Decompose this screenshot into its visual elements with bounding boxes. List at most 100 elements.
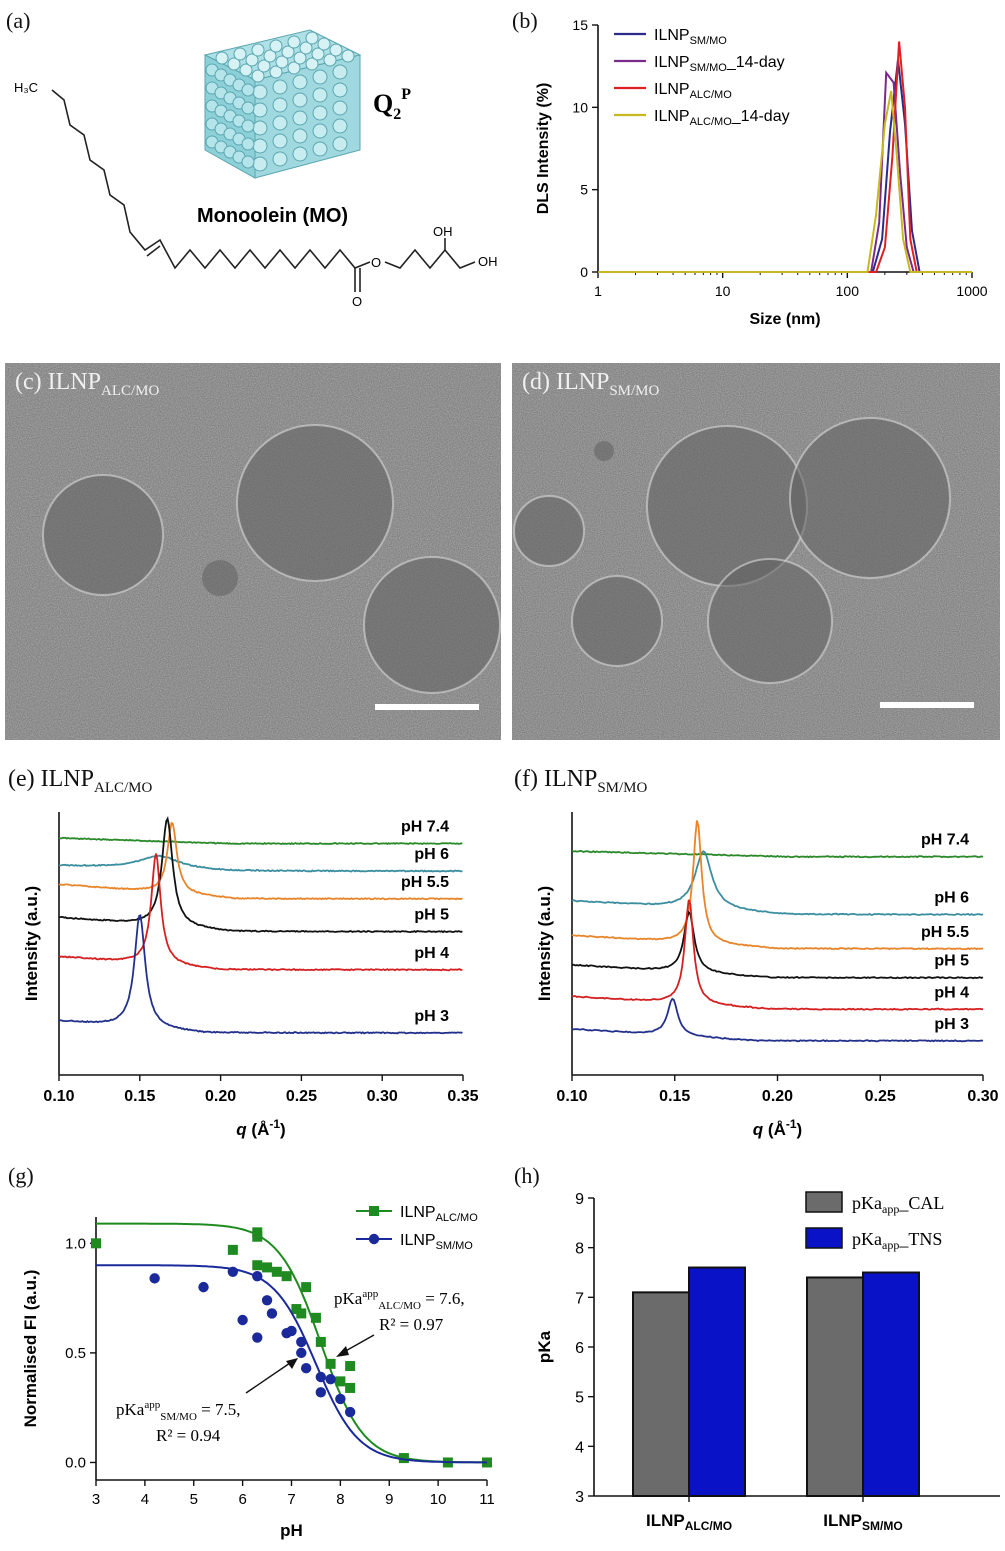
y-tick-label: 15 — [572, 17, 588, 33]
data-point-1-12 — [300, 1363, 312, 1374]
cube-dot — [269, 65, 283, 79]
data-point-0-7 — [281, 1271, 292, 1282]
series-label-1: pH 6 — [934, 890, 969, 907]
data-point-0-15 — [345, 1382, 356, 1393]
data-point-1-14 — [315, 1387, 327, 1398]
y-tick-label: 8 — [575, 1241, 584, 1258]
y-tick-label: 4 — [575, 1439, 584, 1456]
cubic-phase-illustration — [203, 29, 362, 179]
data-point-0-9 — [296, 1308, 307, 1319]
fit-curve-0 — [96, 1222, 487, 1464]
data-point-1-6 — [261, 1295, 273, 1306]
cube-dot — [292, 110, 308, 126]
arrow-sm-head — [286, 1358, 298, 1369]
chart-b-dls: 0 5 10 15 1 10 100 1000 Size (nm) DLS Intensity (… — [535, 17, 988, 328]
legend-marker-1 — [368, 1233, 380, 1245]
cube-dot — [241, 101, 255, 115]
cryo-em-image-d: (d) ILNPSM/MO — [512, 363, 1000, 740]
cube-dot — [287, 35, 301, 49]
data-point-1-15 — [325, 1373, 336, 1385]
annotation-alc-r2: R² = 0.97 — [379, 1315, 444, 1334]
cube-dot — [233, 47, 247, 61]
cube-dot — [332, 118, 348, 134]
panel-h-label: (h) — [514, 1163, 540, 1188]
legend-sub: SM/MO — [436, 1240, 474, 1252]
arrow-alc-line — [341, 1334, 375, 1354]
x-tick-label: 0.30 — [367, 1088, 398, 1105]
series-line-3 — [598, 90, 972, 273]
x-tick-label: 4 — [141, 1491, 149, 1508]
x-tick-label: 3 — [92, 1491, 100, 1508]
legend-suffix: _14-day — [731, 108, 790, 125]
series-label-4: pH 4 — [934, 984, 969, 1001]
panel-e-title: (e) ILNPALC/MO — [8, 766, 152, 797]
ann1-val: = 7.6, — [421, 1289, 465, 1308]
data-point-1-1 — [198, 1281, 209, 1293]
series-label-5: pH 3 — [934, 1016, 969, 1033]
cube-dot — [269, 39, 283, 53]
y-axis-title: pKa — [535, 1330, 554, 1363]
cube-dot — [312, 87, 328, 103]
data-point-1-9 — [286, 1325, 297, 1337]
data-point-1-2 — [227, 1266, 239, 1277]
cube-dot — [272, 133, 288, 149]
panel-d-title-main: ILNP — [555, 369, 610, 395]
chart-f-saxs: 0.10 0.15 0.20 0.25 0.30 q (Å-1) Intensity (a.… — [535, 812, 999, 1139]
legend-sub: ALC/MO — [690, 89, 733, 101]
panel-e-title-main: ILNP — [40, 766, 94, 792]
arrow-sm-line — [245, 1362, 291, 1394]
cube-dot — [293, 51, 307, 65]
legend-swatch-1 — [805, 1227, 843, 1249]
legend-name: ILNP — [400, 1232, 436, 1249]
series-line-2 — [571, 820, 983, 951]
x-tick-label: 6 — [238, 1491, 246, 1508]
data-point-0-1 — [227, 1244, 238, 1255]
series-label-0: pH 7.4 — [401, 819, 449, 836]
panel-e-title-sub: ALC/MO — [93, 779, 153, 796]
cube-dot — [323, 53, 337, 67]
cube-dot — [272, 151, 288, 167]
y-axis-title: DLS Intensity (%) — [535, 83, 552, 215]
svg-text:Q2P: Q2P — [373, 86, 411, 123]
bar-0-1 — [688, 1266, 746, 1497]
category-main: ILNP — [646, 1511, 685, 1530]
annotation-sm-r2: R² = 0.94 — [156, 1426, 221, 1445]
data-point-0-3 — [252, 1231, 263, 1242]
phase-sub: 2 — [393, 106, 401, 123]
ann1-sub: ALC/MO — [378, 1300, 421, 1312]
data-point-0-13 — [325, 1358, 336, 1369]
cube-dot — [299, 41, 313, 55]
x-tick-label: 0.10 — [43, 1088, 74, 1105]
legend-sub: ALC/MO — [436, 1212, 479, 1224]
series-line-4 — [58, 853, 463, 972]
cryo-em-image-c: (c) ILNPALC/MO — [5, 363, 501, 740]
cube-dot — [311, 47, 325, 61]
cube-dot — [251, 43, 265, 57]
series-label-3: pH 5 — [414, 907, 449, 924]
x-tick-label: 10 — [430, 1491, 447, 1508]
cube-dot — [281, 45, 295, 59]
y-tick-label: 0.5 — [65, 1345, 86, 1362]
series-label-4: pH 4 — [414, 945, 449, 962]
monoolein-structure — [51, 89, 476, 292]
hydroxyl-1: OH — [433, 224, 453, 239]
particles-d — [513, 417, 951, 684]
cube-dot — [292, 92, 308, 108]
ann2-sub: SM/MO — [160, 1411, 197, 1423]
data-point-0-16 — [345, 1361, 356, 1372]
y-tick-label: 0.0 — [65, 1454, 86, 1471]
panel-f-title: (f) ILNPSM/MO — [514, 766, 647, 797]
ester-oxygen: O — [371, 255, 381, 270]
x-tick-label: 0.25 — [865, 1088, 896, 1105]
panel-c-label: (c) — [15, 369, 42, 395]
x-title-end: ) — [797, 1120, 803, 1139]
x-tick-label: 8 — [336, 1491, 344, 1508]
data-point-1-13 — [315, 1371, 327, 1383]
legend-label-0: pKaapp_CAL — [852, 1193, 944, 1216]
x-tick-label: 0.30 — [967, 1088, 998, 1105]
legend-name: pKa — [852, 1193, 882, 1213]
x-title-sup: -1 — [786, 1117, 797, 1131]
cube-dot — [241, 83, 255, 97]
legend-name: ILNP — [400, 1204, 436, 1221]
